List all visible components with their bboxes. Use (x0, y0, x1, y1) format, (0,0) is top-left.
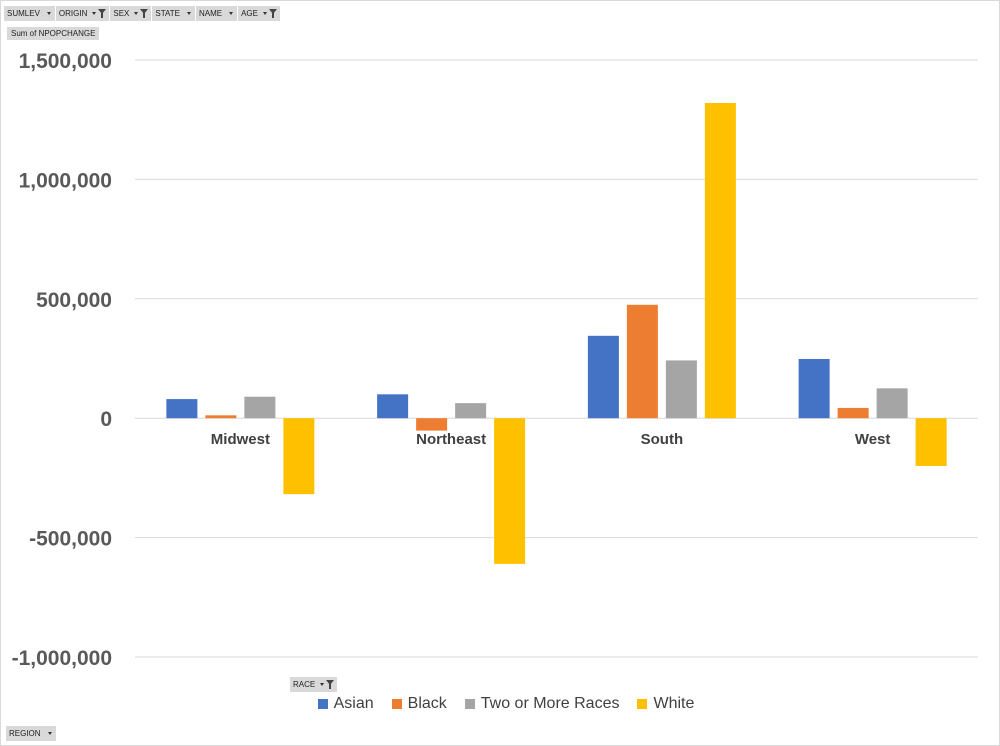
filter-field-sex[interactable]: SEX (110, 6, 153, 21)
bar-two-or-more-races-west (876, 388, 908, 419)
y-tick-label: 500,000 (36, 289, 112, 312)
y-tick-label: 1,000,000 (19, 169, 112, 192)
filter-field-label: SEX (113, 9, 130, 18)
bar-asian-northeast (377, 394, 409, 419)
bar-white-south (704, 102, 736, 419)
filter-funnel-icon (98, 9, 107, 18)
legend-item: Asian (317, 695, 374, 713)
axis-field-label: REGION (9, 729, 41, 738)
dropdown-arrow-icon (229, 12, 234, 15)
dropdown-arrow-icon (92, 12, 97, 15)
filter-funnel-icon (140, 9, 149, 18)
bar-asian-midwest (166, 399, 198, 419)
bar-black-west (837, 407, 869, 419)
y-tick-label: 0 (100, 408, 112, 431)
dropdown-arrow-icon (46, 12, 51, 15)
filter-field-label: ORIGIN (58, 9, 88, 18)
legend-label: Asian (333, 695, 374, 712)
filter-field-label: NAME (198, 9, 223, 18)
filter-funnel-icon (326, 680, 335, 689)
dropdown-arrow-icon (134, 12, 139, 15)
legend-field-label: RACE (293, 680, 316, 689)
legend-swatch (391, 699, 402, 709)
axis-field-button-region[interactable]: REGION (6, 726, 57, 741)
filter-field-sumlev[interactable]: SUMLEV (4, 6, 56, 21)
x-tick-label: West (855, 431, 891, 448)
filter-field-age[interactable]: AGE (238, 6, 281, 21)
bar-white-west (915, 418, 947, 466)
legend-item: White (637, 695, 694, 713)
legend-item: Two or More Races (464, 695, 620, 713)
dropdown-arrow-icon (47, 732, 52, 735)
legend-swatch (317, 699, 328, 709)
legend-swatch (464, 699, 475, 709)
y-tick-label: -500,000 (29, 528, 112, 551)
value-field-button[interactable]: Sum of NPOPCHANGE (7, 27, 100, 40)
filter-field-origin[interactable]: ORIGIN (55, 6, 111, 21)
legend-label: Black (407, 695, 447, 712)
bar-white-midwest (283, 418, 315, 495)
dropdown-arrow-icon (320, 683, 325, 686)
legend-label: Two or More Races (480, 695, 620, 712)
bar-asian-south (587, 335, 619, 419)
legend-swatch (637, 699, 648, 709)
dropdown-arrow-icon (186, 12, 191, 15)
filter-field-name[interactable]: NAME (195, 6, 239, 21)
legend-item: Black (391, 695, 447, 713)
filter-funnel-icon (269, 9, 277, 18)
filter-field-state[interactable]: STATE (152, 6, 196, 21)
x-tick-label: South (641, 431, 684, 448)
filter-field-label: AGE (241, 9, 258, 18)
filter-field-bar: SUMLEV ORIGIN SEX STATE NAME AGE (4, 6, 281, 21)
bar-white-northeast (494, 418, 526, 564)
x-tick-label: Northeast (416, 431, 486, 448)
y-tick-label: 1,500,000 (19, 50, 112, 73)
filter-field-label: STATE (155, 9, 180, 18)
bar-two-or-more-races-northeast (455, 403, 487, 419)
bar-black-midwest (205, 415, 237, 419)
legend-field-button-race[interactable]: RACE (290, 677, 339, 692)
y-tick-label: -1,000,000 (12, 647, 112, 670)
bar-black-south (626, 304, 658, 419)
x-tick-label: Midwest (211, 431, 270, 448)
legend-label: White (653, 695, 695, 712)
bar-two-or-more-races-midwest (244, 396, 276, 419)
chart-legend: Asian Black Two or More Races White (0, 695, 1000, 713)
bar-black-northeast (416, 418, 448, 431)
bar-asian-west (798, 358, 830, 419)
bar-two-or-more-races-south (665, 360, 697, 419)
filter-field-label: SUMLEV (7, 9, 40, 18)
dropdown-arrow-icon (263, 12, 267, 15)
